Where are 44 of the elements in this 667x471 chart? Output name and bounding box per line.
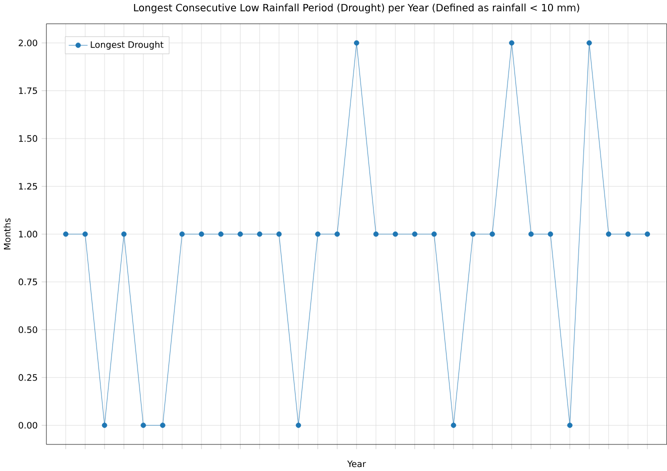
point bbox=[218, 232, 224, 237]
y-tick-label: 2.00 bbox=[18, 40, 38, 46]
y-tick-label: 0.25 bbox=[18, 374, 37, 381]
point bbox=[82, 232, 88, 237]
point bbox=[373, 232, 379, 237]
chart-title: Longest Consecutive Low Rainfall Period (Drought) per Year (Defined as rainfall < 10 mm) bbox=[134, 4, 580, 14]
point bbox=[644, 232, 650, 237]
y-tick-label: 1.00 bbox=[19, 230, 38, 238]
point bbox=[276, 232, 282, 237]
y-tick-label: 0.50 bbox=[18, 326, 38, 334]
x-axis-title: Year bbox=[347, 460, 366, 468]
point bbox=[392, 232, 398, 237]
point bbox=[102, 422, 108, 428]
point bbox=[256, 232, 262, 237]
y-tick-label: 0.75 bbox=[18, 278, 37, 286]
point bbox=[450, 422, 456, 428]
y-tick-label: 1.50 bbox=[19, 135, 38, 142]
point bbox=[160, 422, 166, 428]
point bbox=[625, 232, 631, 237]
point bbox=[315, 232, 320, 237]
point bbox=[567, 422, 572, 428]
point bbox=[354, 40, 360, 46]
y-tick-label: 1.25 bbox=[19, 183, 37, 190]
y-tick-label: 0.00 bbox=[18, 422, 38, 429]
point bbox=[470, 232, 476, 237]
point bbox=[548, 232, 554, 237]
point bbox=[606, 232, 612, 237]
point bbox=[121, 232, 127, 237]
point bbox=[334, 232, 340, 237]
y-tick-label: 1.75 bbox=[19, 88, 37, 94]
point bbox=[238, 232, 243, 237]
point bbox=[586, 40, 592, 46]
point bbox=[509, 40, 514, 46]
point bbox=[412, 232, 418, 237]
point bbox=[431, 232, 437, 237]
point bbox=[179, 232, 185, 237]
point bbox=[63, 232, 68, 237]
y-axis-title: Months bbox=[4, 218, 11, 250]
legend-label: Longest Drought bbox=[90, 41, 164, 50]
point bbox=[296, 422, 302, 428]
point bbox=[198, 232, 204, 237]
point bbox=[528, 232, 534, 237]
point bbox=[490, 232, 495, 237]
point bbox=[140, 422, 146, 428]
